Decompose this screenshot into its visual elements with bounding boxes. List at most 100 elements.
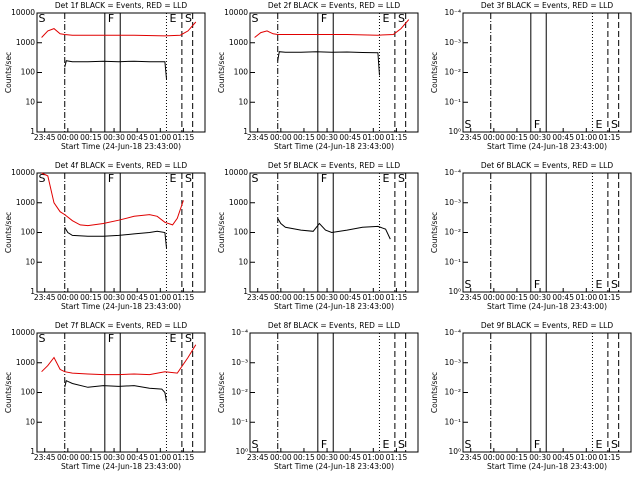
event-label: F	[108, 12, 114, 25]
y-tick-label: 10⁻¹	[231, 417, 248, 426]
plot-frame	[462, 332, 632, 453]
y-tick-label: 100	[234, 228, 249, 237]
x-tick-label: 01:15	[386, 133, 408, 142]
y-tick-label: 10⁻³	[444, 38, 461, 47]
x-tick-label: 00:00	[270, 293, 292, 302]
data-line	[64, 227, 167, 249]
event-label: F	[534, 118, 540, 131]
event-label: S	[465, 438, 472, 451]
x-axis-label: Start Time (24-Jun-18 23:43:00)	[274, 302, 394, 311]
plot-frame	[36, 172, 206, 293]
x-tick-label: 00:00	[483, 133, 505, 142]
x-tick-label: 01:00	[149, 293, 171, 302]
plot-frame	[249, 12, 419, 133]
x-tick-label: 01:00	[149, 453, 171, 462]
y-tick-label: 1	[30, 447, 35, 456]
panel-title: Det 1f BLACK = Events, RED = LLD	[55, 1, 188, 10]
y-tick-label: 10	[238, 97, 248, 106]
event-label: E	[596, 438, 603, 451]
y-tick-label: 1000	[229, 38, 248, 47]
y-tick-label: 100	[21, 388, 36, 397]
x-tick-label: 01:00	[575, 293, 597, 302]
x-tick-label: 00:45	[126, 133, 148, 142]
x-axis-label: Start Time (24-Jun-18 23:43:00)	[61, 302, 181, 311]
x-tick-label: 01:15	[599, 293, 621, 302]
y-tick-label: 1	[30, 127, 35, 136]
event-label: S	[185, 172, 192, 185]
event-label: S	[611, 278, 618, 291]
x-tick-label: 00:45	[339, 293, 361, 302]
x-axis-label: Start Time (24-Jun-18 23:43:00)	[274, 142, 394, 151]
event-label: E	[170, 172, 177, 185]
y-tick-label: 10⁻⁴	[231, 328, 248, 337]
y-axis-label: Counts/sec	[4, 372, 13, 413]
event-label: F	[534, 438, 540, 451]
y-tick-label: 100	[234, 68, 249, 77]
event-label: S	[252, 172, 259, 185]
panel-title: Det 5f BLACK = Events, RED = LLD	[268, 161, 401, 170]
x-tick-label: 00:30	[103, 133, 125, 142]
event-label: S	[39, 12, 46, 25]
plot-frame	[249, 332, 419, 453]
x-tick-label: 00:45	[126, 453, 148, 462]
y-axis-label: Counts/sec	[430, 52, 439, 93]
panel-title: Det 4f BLACK = Events, RED = LLD	[55, 161, 188, 170]
x-axis-label: Start Time (24-Jun-18 23:43:00)	[61, 462, 181, 471]
x-tick-label: 01:00	[575, 133, 597, 142]
y-tick-label: 10⁻¹	[444, 257, 461, 266]
y-tick-label: 10⁰	[448, 447, 461, 456]
x-tick-label: 01:15	[599, 453, 621, 462]
x-tick-label: 00:00	[270, 133, 292, 142]
y-tick-label: 10000	[224, 168, 248, 177]
event-label: E	[383, 438, 390, 451]
event-label: S	[39, 332, 46, 345]
y-tick-label: 100	[21, 68, 36, 77]
x-tick-label: 01:00	[362, 133, 384, 142]
x-tick-label: 23:45	[247, 293, 269, 302]
event-label: F	[108, 332, 114, 345]
x-tick-label: 00:30	[316, 453, 338, 462]
x-axis-label: Start Time (24-Jun-18 23:43:00)	[274, 462, 394, 471]
x-tick-label: 00:30	[316, 133, 338, 142]
y-tick-label: 10⁻³	[444, 198, 461, 207]
x-tick-label: 00:15	[80, 453, 102, 462]
event-label: F	[534, 278, 540, 291]
x-tick-label: 00:00	[57, 293, 79, 302]
x-tick-label: 23:45	[247, 453, 269, 462]
x-tick-label: 01:00	[149, 133, 171, 142]
x-tick-label: 01:15	[173, 453, 195, 462]
x-tick-label: 00:45	[552, 453, 574, 462]
panel-title: Det 9f BLACK = Events, RED = LLD	[481, 321, 614, 330]
x-axis-label: Start Time (24-Jun-18 23:43:00)	[487, 302, 607, 311]
x-tick-label: 00:15	[506, 133, 528, 142]
data-line	[41, 344, 197, 376]
x-tick-label: 01:15	[599, 133, 621, 142]
panel-title: Det 3f BLACK = Events, RED = LLD	[481, 1, 614, 10]
data-line	[64, 379, 167, 402]
x-tick-label: 00:00	[57, 133, 79, 142]
x-tick-label: 23:45	[247, 133, 269, 142]
x-tick-label: 23:45	[34, 133, 56, 142]
y-tick-label: 1	[243, 127, 248, 136]
event-label: S	[252, 12, 259, 25]
y-tick-label: 10000	[224, 8, 248, 17]
x-tick-label: 01:15	[173, 293, 195, 302]
y-tick-label: 10⁻¹	[444, 97, 461, 106]
x-tick-label: 00:15	[80, 293, 102, 302]
x-tick-label: 00:30	[103, 453, 125, 462]
panel-title: Det 2f BLACK = Events, RED = LLD	[268, 1, 401, 10]
panel-title: Det 7f BLACK = Events, RED = LLD	[55, 321, 188, 330]
y-tick-label: 10000	[11, 168, 35, 177]
y-tick-label: 10	[25, 97, 35, 106]
panel-title: Det 8f BLACK = Events, RED = LLD	[268, 321, 401, 330]
data-line	[64, 60, 167, 80]
x-tick-label: 00:00	[483, 453, 505, 462]
x-tick-label: 00:00	[57, 453, 79, 462]
x-tick-label: 00:30	[529, 293, 551, 302]
x-tick-label: 23:45	[34, 453, 56, 462]
event-label: E	[170, 332, 177, 345]
y-tick-label: 10⁻²	[444, 68, 461, 77]
y-tick-label: 1	[243, 287, 248, 296]
